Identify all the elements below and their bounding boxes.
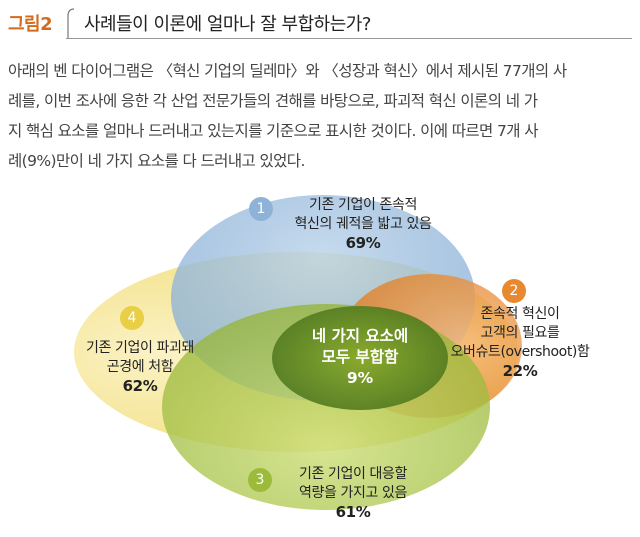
set-2-label: 존속적 혁신이 고객의 필요를 오버슈트(overshoot)함 22% (432, 305, 608, 381)
header-rule (66, 38, 632, 39)
set-1-label: 기존 기업이 존속적 혁신의 궤적을 밟고 있음 69% (270, 196, 456, 253)
intersection-region (272, 306, 448, 410)
set-3-number-badge: 3 (248, 468, 272, 492)
intersection-label: 네 가지 요소에 모두 부합함 9% (295, 326, 425, 389)
figure-title: 사례들이 이론에 얼마나 잘 부합하는가? (84, 14, 371, 35)
set-3-label: 기존 기업이 대응할 역량을 가지고 있음 61% (278, 465, 428, 522)
set-4-line-1: 기존 기업이 파괴돼 (86, 340, 194, 356)
set-4-label: 기존 기업이 파괴돼 곤경에 처함 62% (62, 339, 218, 396)
set-2-line-3: 오버슈트(overshoot)함 (450, 344, 590, 360)
set-3-line-1: 기존 기업이 대응할 (299, 466, 407, 482)
description-line: 례(9%)만이 네 가지 요소를 다 드러내고 있었다. (8, 152, 305, 170)
intersection-line-1: 네 가지 요소에 (311, 327, 409, 345)
intersection-line-2: 모두 부합함 (321, 348, 399, 366)
description-line: 아래의 벤 다이어그램은 〈혁신 기업의 딜레마〉와 〈성장과 혁신〉에서 제시… (8, 62, 567, 80)
set-1-number-badge: 1 (249, 197, 273, 221)
set-2-number-badge: 2 (502, 279, 526, 303)
set-4-percent: 62% (122, 377, 158, 395)
figure-description: 아래의 벤 다이어그램은 〈혁신 기업의 딜레마〉와 〈성장과 혁신〉에서 제시… (8, 56, 632, 176)
set-4-line-2: 곤경에 처함 (106, 359, 174, 375)
header-separator (67, 8, 75, 38)
description-line: 지 핵심 요소를 얼마나 드러내고 있는지를 기준으로 표시한 것이다. 이에 … (8, 122, 539, 140)
set-3-line-2: 역량을 가지고 있음 (299, 485, 407, 501)
set-2-line-1: 존속적 혁신이 (480, 306, 560, 322)
description-line: 례를, 이번 조사에 응한 각 산업 전문가들의 견해를 바탕으로, 파괴적 혁… (8, 92, 538, 110)
set-3-percent: 61% (335, 503, 371, 521)
set-1-percent: 69% (345, 234, 381, 252)
set-2-percent: 22% (502, 362, 538, 380)
set-1-line-2: 혁신의 궤적을 밟고 있음 (294, 216, 432, 232)
set-1-line-1: 기존 기업이 존속적 (309, 197, 417, 213)
intersection-percent: 9% (346, 369, 374, 387)
figure-label: 그림2 (8, 14, 53, 35)
set-2-line-2: 고객의 필요를 (480, 325, 560, 341)
figure-header: 그림2 사례들이 이론에 얼마나 잘 부합하는가? (8, 6, 632, 42)
set-4-number-badge: 4 (120, 306, 144, 330)
